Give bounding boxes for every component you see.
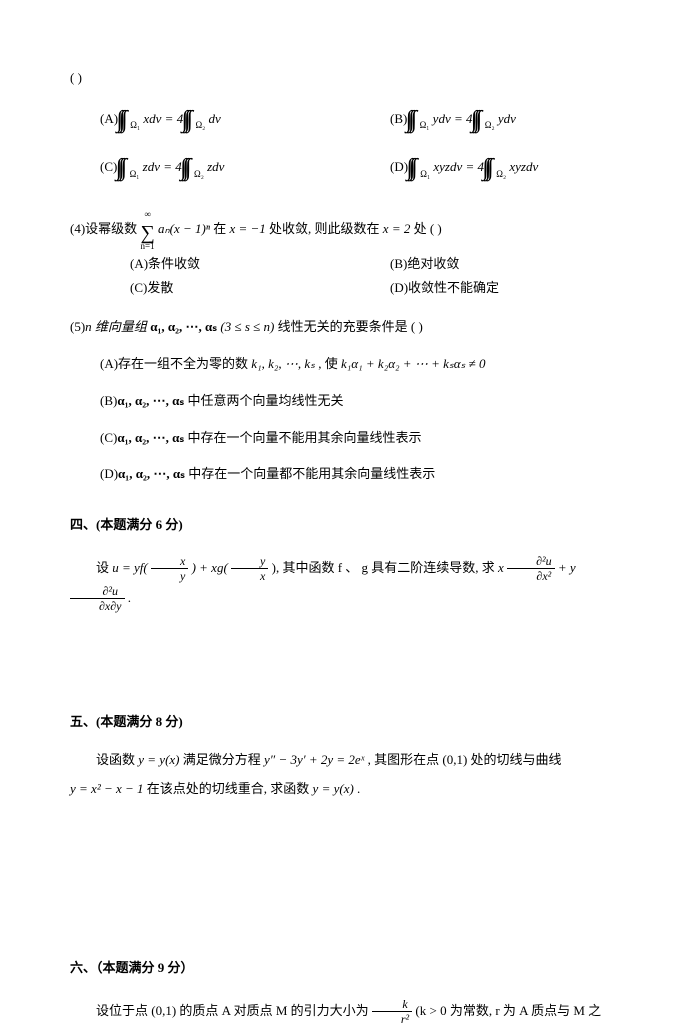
q5-opt-b: (B)α₁, α₂, ⋯, αₛ 中任意两个向量均线性无关: [100, 391, 620, 412]
q4-opt-a: (A)条件收敛: [130, 254, 390, 275]
q3-opt-a: (A) ∫∫∫Ω₁ xdv = 4 ∫∫∫Ω₂ dv: [100, 97, 390, 135]
q5-opt-c: (C)α₁, α₂, ⋯, αₛ 中存在一个向量不能用其余向量线性表示: [100, 428, 620, 449]
q4-opt-d: (D)收敛性不能确定: [390, 278, 499, 299]
q4-row-cd: (C)发散 (D)收敛性不能确定: [130, 278, 620, 299]
spacer: [70, 808, 620, 928]
fraction: x y: [151, 554, 188, 584]
fraction: k r²: [372, 997, 412, 1026]
q4-row-ab: (A)条件收敛 (B)绝对收敛: [130, 254, 620, 275]
q4-options: (A)条件收敛 (B)绝对收敛 (C)发散 (D)收敛性不能确定: [130, 254, 620, 300]
label-b: (B): [390, 111, 407, 126]
q4-opt-b: (B)绝对收敛: [390, 254, 459, 275]
fraction: ∂²u ∂x²: [507, 554, 555, 584]
q5-opt-d: (D)α₁, α₂, ⋯, αₛ 中存在一个向量都不能用其余向量线性表示: [100, 464, 620, 485]
q3-row-cd: (C) ∫∫∫Ω₁ zdv = 4 ∫∫∫Ω₂ zdv (D) ∫∫∫Ω₁ xy…: [100, 145, 620, 183]
q5-stem: (5)n 维向量组 α₁, α₂, ⋯, αₛ (3 ≤ s ≤ n) 线性无关…: [70, 317, 620, 338]
q4-opt-c: (C)发散: [130, 278, 390, 299]
section-6-line1: 设位于点 (0,1) 的质点 A 对质点 M 的引力大小为 k r² (k > …: [70, 997, 620, 1026]
q3-opt-d: (D) ∫∫∫Ω₁ xyzdv = 4 ∫∫∫Ω₂ xyzdv: [390, 145, 620, 183]
q3-row-ab: (A) ∫∫∫Ω₁ xdv = 4 ∫∫∫Ω₂ dv (B) ∫∫∫Ω₁ ydv…: [100, 97, 620, 135]
q3-options: (A) ∫∫∫Ω₁ xdv = 4 ∫∫∫Ω₂ dv (B) ∫∫∫Ω₁ ydv…: [100, 97, 620, 184]
section-5-title: 五、(本题满分 8 分): [70, 712, 620, 733]
q3-blank: ( ): [70, 68, 620, 89]
q3-opt-c: (C) ∫∫∫Ω₁ zdv = 4 ∫∫∫Ω₂ zdv: [100, 145, 390, 183]
q4-stem: (4)设幂级数 ∞ ∑ n=1 aₙ(x − 1)ⁿ 在 x = −1 处收敛,…: [70, 214, 620, 246]
section-4-title: 四、(本题满分 6 分): [70, 515, 620, 536]
spacer: [70, 622, 620, 682]
fraction: ∂²u ∂x∂y: [70, 584, 125, 614]
label-c: (C): [100, 159, 117, 174]
sum-icon: ∞ ∑ n=1: [140, 214, 154, 246]
q5-opt-a: (A)存在一组不全为零的数 k₁, k₂, ⋯, kₛ , 使 k₁α₁ + k…: [100, 354, 620, 375]
section-4-body: 设 u = yf( x y ) + xg( y x ), 其中函数 f 、 g …: [70, 554, 620, 614]
q3-opt-b: (B) ∫∫∫Ω₁ ydv = 4 ∫∫∫Ω₂ ydv: [390, 97, 620, 135]
label-d: (D): [390, 159, 408, 174]
section-5-line1: 设函数 y = y(x) 满足微分方程 y″ − 3y′ + 2y = 2eˣ …: [70, 750, 620, 771]
fraction: y x: [231, 554, 268, 584]
section-5-line2: y = x² − x − 1 在该点处的切线重合, 求函数 y = y(x) .: [70, 779, 620, 800]
label-a: (A): [100, 111, 118, 126]
page: ( ) (A) ∫∫∫Ω₁ xdv = 4 ∫∫∫Ω₂ dv (B) ∫∫∫Ω₁…: [0, 0, 690, 976]
